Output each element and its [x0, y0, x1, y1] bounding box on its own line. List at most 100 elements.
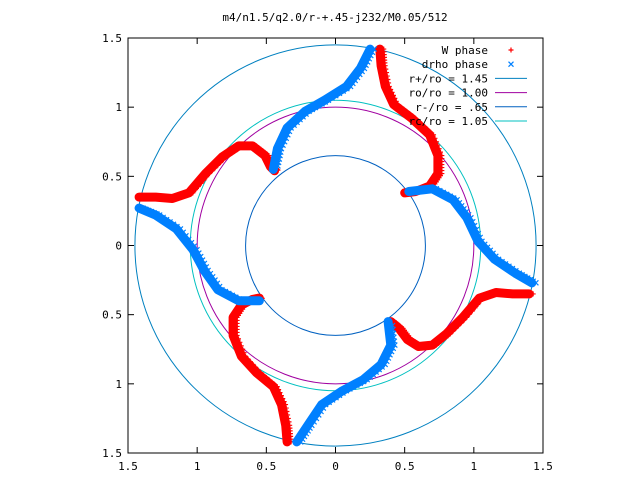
w-phase-point: [201, 177, 207, 183]
y-tick-label: 0.5: [102, 309, 122, 322]
w-phase-point: [283, 402, 289, 408]
y-tick-label: 1.5: [102, 447, 122, 460]
w-phase-point: [198, 180, 204, 186]
drho-phase-point: [340, 88, 347, 94]
drho-phase-point: [475, 230, 482, 237]
drho-phase-point: [156, 212, 163, 218]
w-phase-point: [467, 311, 473, 317]
w-phase-point: [416, 118, 422, 124]
circle-2: [196, 106, 475, 385]
drho-phase-point: [533, 279, 539, 286]
drho-phase-point: [388, 348, 395, 355]
drho-phase-point: [315, 412, 322, 418]
drho-phase-point: [347, 83, 354, 90]
w-phase-point: [285, 412, 291, 418]
drho-phase-point: [301, 433, 308, 440]
legend-label: ro/ro = 1.00: [409, 87, 488, 100]
w-phase-point: [260, 372, 266, 378]
w-phase-point: [458, 320, 464, 326]
w-phase-point: [433, 139, 439, 145]
drho-phase-point: [280, 142, 286, 149]
drho-phase-point: [382, 361, 389, 368]
x-tick-label: 1.5: [118, 460, 138, 473]
drho-phase-point: [440, 189, 447, 196]
y-tick-label: 1: [115, 378, 122, 391]
w-phase-point: [281, 399, 287, 405]
w-phase-point: [401, 106, 407, 112]
w-phase-point: [206, 171, 212, 177]
w-phase-point: [382, 63, 388, 69]
drho-phase-point: [389, 322, 396, 329]
w-phase-point: [383, 66, 389, 72]
drho-phase-point: [163, 216, 170, 223]
w-phase-point: [384, 70, 390, 76]
series-w-phase: [134, 44, 536, 447]
w-phase-point: [469, 308, 475, 314]
drho-phase-point: [343, 387, 350, 394]
drho-phase-point: [454, 196, 461, 203]
drho-phase-point: [506, 263, 512, 270]
w-phase-point: [483, 294, 489, 300]
drho-phase-point: [332, 92, 339, 99]
drho-phase-point: [326, 399, 333, 406]
w-phase-point: [431, 132, 437, 138]
w-phase-point: [410, 113, 416, 119]
legend-label: drho phase: [422, 58, 488, 71]
w-phase-point: [248, 359, 254, 365]
w-phase-point: [226, 152, 232, 158]
w-phase-point: [283, 405, 289, 411]
drho-phase-point: [508, 61, 514, 68]
w-phase-point: [384, 73, 390, 79]
w-phase-point: [497, 290, 503, 296]
drho-phase-point: [209, 273, 216, 280]
w-phase-point: [277, 390, 283, 396]
x-tick-label: 0: [332, 460, 339, 473]
w-phase-point: [389, 89, 395, 95]
drho-phase-point: [502, 261, 509, 267]
series-layer: [134, 44, 539, 447]
drho-phase-point: [385, 355, 392, 361]
drho-phase-point: [305, 427, 312, 434]
w-phase-point: [215, 162, 221, 168]
drho-phase-point: [346, 385, 353, 392]
x-tick-label: 1: [194, 460, 201, 473]
w-phase-point: [436, 146, 442, 152]
w-phase-point: [212, 165, 218, 171]
y-tick-label: 1.5: [102, 32, 122, 45]
drho-phase-point: [197, 253, 204, 260]
drho-phase-point: [521, 273, 528, 280]
y-tick-label: 0: [115, 240, 122, 253]
legend-label: r+/ro = 1.45: [409, 72, 488, 85]
drho-phase-point: [340, 390, 346, 396]
w-phase-point: [508, 47, 514, 53]
drho-phase-point: [307, 425, 313, 432]
drho-phase-point: [369, 49, 376, 56]
w-phase-point: [385, 77, 391, 82]
w-phase-point: [432, 135, 438, 141]
x-tick-label: 1: [471, 460, 478, 473]
drho-phase-point: [216, 283, 223, 290]
w-phase-point: [184, 192, 190, 198]
drho-phase-point: [207, 270, 214, 277]
drho-phase-point: [471, 222, 478, 229]
drho-phase-point: [473, 226, 480, 233]
phase-band: [292, 317, 396, 447]
w-phase-point: [250, 361, 256, 367]
drho-phase-point: [170, 221, 177, 228]
w-phase-point: [453, 326, 459, 331]
drho-phase-point: [350, 384, 357, 390]
drho-phase-point: [205, 267, 212, 274]
phase-band: [268, 44, 375, 174]
w-phase-point: [461, 317, 467, 323]
w-phase-point: [435, 142, 441, 148]
w-phase-point: [386, 83, 392, 89]
w-phase-point: [204, 174, 210, 180]
w-phase-point: [269, 379, 275, 385]
legend-label: rc/ro = 1.05: [409, 115, 488, 128]
w-phase-point: [266, 377, 272, 383]
drho-phase-point: [286, 128, 293, 135]
w-phase-point: [398, 104, 404, 110]
w-phase-point: [489, 292, 495, 298]
drho-phase-point: [333, 394, 339, 401]
